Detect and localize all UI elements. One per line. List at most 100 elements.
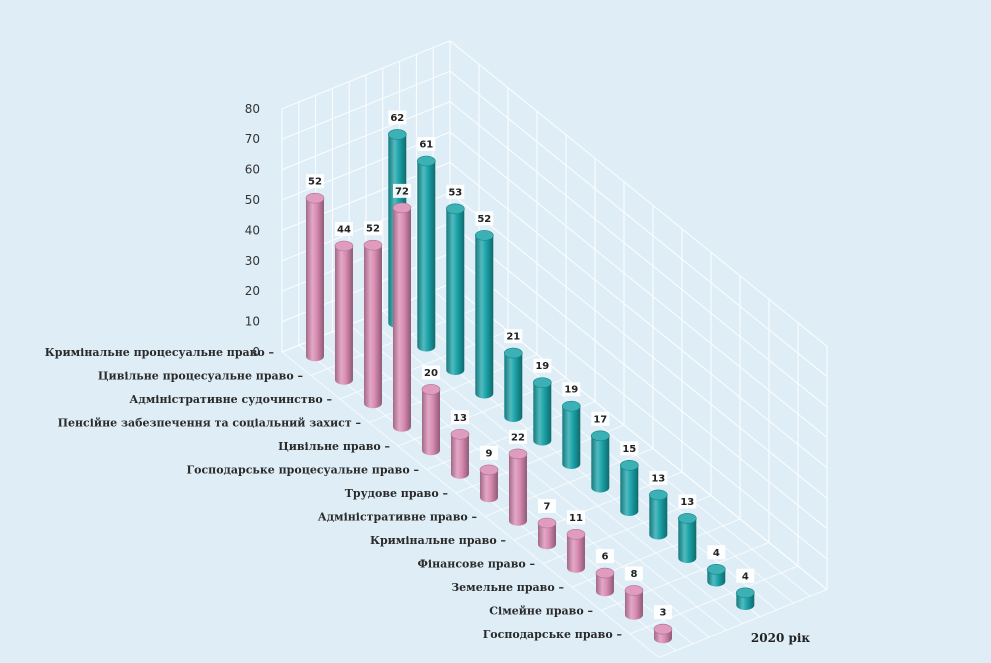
bar-top <box>653 623 673 635</box>
bar-body <box>591 435 610 493</box>
data-label: 4 <box>713 548 720 559</box>
bar-body <box>334 246 353 385</box>
data-label-box <box>653 605 672 620</box>
data-label-box <box>450 410 469 425</box>
category-label: Цивільне процесуальне право – <box>98 370 303 383</box>
bar <box>474 230 494 399</box>
data-label: 13 <box>651 473 665 484</box>
data-label: 62 <box>390 113 404 124</box>
data-label: 13 <box>453 413 467 424</box>
category-label: Земельне право – <box>451 581 564 594</box>
bar <box>653 623 673 644</box>
y-tick-label: 80 <box>245 102 260 116</box>
gridline <box>449 131 828 438</box>
data-label-box <box>678 494 697 509</box>
data-label-box <box>537 498 556 513</box>
bar <box>561 400 581 469</box>
bar <box>566 529 586 573</box>
bar-body <box>624 590 643 620</box>
bar-body <box>566 534 585 573</box>
bars <box>305 129 755 644</box>
gridline <box>281 351 660 658</box>
bar-body <box>446 208 465 375</box>
bar-top <box>334 240 354 252</box>
bar-top <box>677 513 697 524</box>
data-label-box <box>562 382 581 397</box>
bar-body <box>421 389 440 456</box>
bar <box>624 585 644 620</box>
bar-top <box>537 517 557 529</box>
bar-body <box>450 434 469 479</box>
category-label: Трудове право – <box>345 487 448 500</box>
bar-top <box>416 155 436 167</box>
bar <box>450 428 470 479</box>
data-label: 52 <box>366 224 380 235</box>
bar <box>537 517 557 550</box>
bar-top <box>305 192 325 204</box>
gridline <box>449 222 828 530</box>
bar-body <box>537 522 556 550</box>
bar-top <box>508 448 528 460</box>
y-tick-label: 60 <box>245 163 260 177</box>
data-label: 19 <box>535 361 549 372</box>
bar-top <box>363 239 383 251</box>
bar <box>503 347 523 422</box>
y-tick-label: 0 <box>252 345 260 359</box>
bar-top <box>648 489 668 501</box>
bar-body <box>649 494 668 540</box>
gridline <box>449 101 828 408</box>
data-label: 11 <box>569 513 583 524</box>
bar <box>648 489 668 540</box>
bar-body <box>595 573 614 597</box>
bar <box>334 240 354 385</box>
data-label: 13 <box>680 497 694 508</box>
category-label: Пенсійне забезпечення та соціальний захи… <box>58 417 361 430</box>
data-label-box <box>479 445 498 460</box>
data-label-box <box>363 221 382 236</box>
series-labels: 2021 рік2020 рік <box>751 631 811 645</box>
data-label: 6 <box>601 552 608 563</box>
bar <box>445 203 465 375</box>
bar-body <box>392 207 411 432</box>
bar <box>532 377 552 446</box>
y-tick-label: 20 <box>245 284 260 298</box>
bar-body <box>533 382 552 446</box>
bar-top <box>532 377 552 388</box>
bar-body <box>305 198 324 362</box>
data-label: 22 <box>511 432 525 443</box>
bar <box>416 155 436 352</box>
bar <box>619 460 639 516</box>
bar <box>595 567 615 597</box>
gridline <box>348 324 727 631</box>
data-label-box <box>624 566 643 581</box>
gridline <box>449 40 828 347</box>
bar <box>706 563 726 587</box>
bar-top <box>421 384 441 395</box>
bar-body <box>504 353 523 422</box>
bar <box>508 448 528 526</box>
y-tick-label: 50 <box>245 193 260 207</box>
y-axis: 0 10 20 30 40 50 60 70 80 <box>245 102 260 359</box>
bar <box>392 202 412 432</box>
category-label: Кримінальне право – <box>370 534 506 547</box>
bar-body <box>417 161 436 352</box>
data-label-box <box>417 137 436 152</box>
bar-top <box>590 430 610 442</box>
gridline <box>449 253 828 560</box>
bar <box>590 430 610 493</box>
gridline <box>365 317 744 624</box>
data-label-box <box>649 470 668 485</box>
category-label: Фінансове право – <box>417 558 535 571</box>
bar <box>677 513 697 563</box>
gridline <box>449 162 828 469</box>
data-label-box <box>595 549 614 564</box>
bar-top <box>735 587 755 599</box>
data-label-box <box>566 510 585 525</box>
x-axis: Кримінальне процесуальне право – Цивільне… <box>45 346 622 641</box>
data-label-box <box>508 429 527 444</box>
y-tick-label: 30 <box>245 254 260 268</box>
bar <box>363 239 383 409</box>
bar-top <box>387 129 407 140</box>
